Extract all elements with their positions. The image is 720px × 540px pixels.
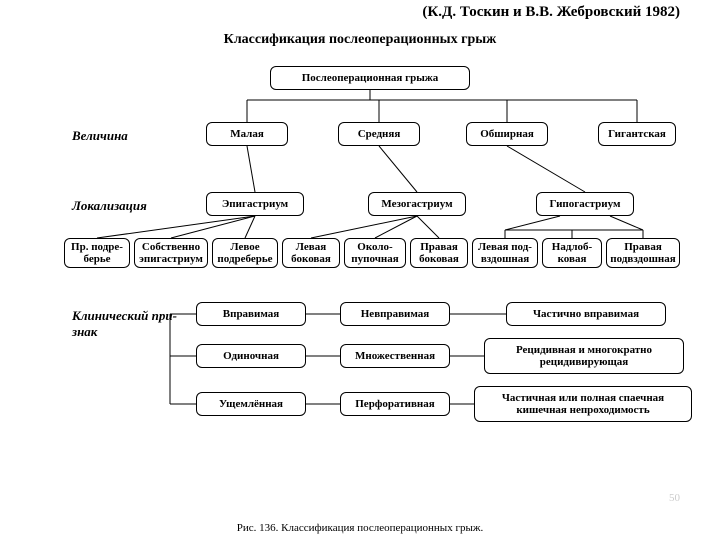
clinical-0-2: Частично вправимая — [506, 302, 666, 326]
loc-child-7: Надлоб-ковая — [542, 238, 602, 268]
figure-caption: Рис. 136. Классификация послеоперационны… — [237, 522, 483, 534]
loc-child-4: Около-пупочная — [344, 238, 406, 268]
size-node-2: Обширная — [466, 122, 548, 146]
clinical-2-0: Ущемлённая — [196, 392, 306, 416]
loc-parent-1: Мезогастриум — [368, 192, 466, 216]
row-label-2: Клинический при-знак — [72, 308, 177, 340]
clinical-1-1: Множественная — [340, 344, 450, 368]
clinical-1-0: Одиночная — [196, 344, 306, 368]
loc-child-1: Собственноэпигастриум — [134, 238, 208, 268]
loc-child-8: Праваяподвздошная — [606, 238, 680, 268]
loc-child-5: Праваябоковая — [410, 238, 468, 268]
clinical-1-2: Рецидивная и многократнорецидивирующая — [484, 338, 684, 374]
row-label-0: Величина — [72, 128, 128, 144]
loc-parent-0: Эпигастриум — [206, 192, 304, 216]
row-label-1: Локализация — [72, 198, 147, 214]
loc-child-2: Левоеподреберье — [212, 238, 278, 268]
size-node-0: Малая — [206, 122, 288, 146]
page-number: 50 — [669, 492, 680, 504]
clinical-2-1: Перфоративная — [340, 392, 450, 416]
loc-child-0: Пр. подре-берье — [64, 238, 130, 268]
clinical-2-2: Частичная или полная спаечнаякишечная не… — [474, 386, 692, 422]
size-node-3: Гигантская — [598, 122, 676, 146]
loc-parent-2: Гипогастриум — [536, 192, 634, 216]
clinical-0-1: Невправимая — [340, 302, 450, 326]
loc-child-3: Леваябоковая — [282, 238, 340, 268]
attribution: (К.Д. Тоскин и В.В. Жебровский 1982) — [422, 4, 680, 21]
main-title: Классификация послеоперационных грыж — [224, 32, 497, 48]
root-node: Послеоперационная грыжа — [270, 66, 470, 90]
loc-child-6: Левая под-вздошная — [472, 238, 538, 268]
clinical-0-0: Вправимая — [196, 302, 306, 326]
size-node-1: Средняя — [338, 122, 420, 146]
